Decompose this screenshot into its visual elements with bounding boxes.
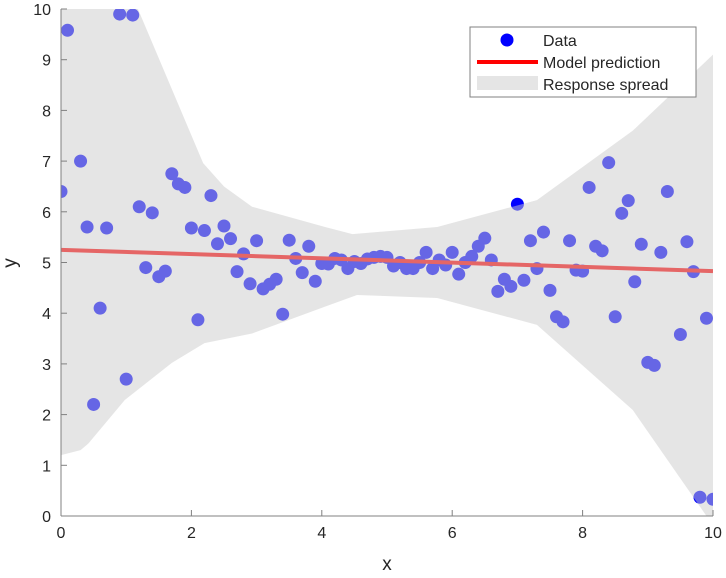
y-tick-label: 9 — [42, 53, 51, 70]
y-tick-label: 10 — [33, 2, 51, 19]
y-tick-label: 3 — [42, 357, 51, 374]
x-tick-label: 0 — [57, 525, 66, 542]
y-tick-label: 1 — [42, 458, 51, 475]
x-tick-label: 4 — [317, 525, 326, 542]
plot-area — [61, 9, 713, 516]
axes: 0 2 4 6 8 10 0 1 2 3 4 5 6 7 8 9 10 — [33, 2, 722, 542]
legend-entry-spread: Response spread — [543, 77, 668, 94]
x-tick-label: 8 — [578, 525, 587, 542]
y-axis-label: y — [0, 258, 21, 268]
y-tick-label: 5 — [42, 256, 51, 273]
y-tick-label: 6 — [42, 205, 51, 222]
legend: Data Model prediction Response spread — [469, 26, 697, 98]
y-tick-label: 0 — [42, 509, 51, 526]
legend-entry-data: Data — [543, 33, 577, 50]
response-spread-band — [61, 9, 713, 516]
legend-data-marker — [500, 33, 514, 47]
y-tick-label: 2 — [42, 408, 51, 425]
legend-spread-swatch — [477, 76, 538, 90]
x-tick-label: 2 — [187, 525, 196, 542]
y-tick-label: 7 — [42, 154, 51, 171]
legend-entry-model: Model prediction — [543, 55, 660, 72]
x-axis-label: x — [382, 554, 392, 573]
y-tick-label: 8 — [42, 103, 51, 120]
x-tick-label: 10 — [704, 525, 722, 542]
x-tick-label: 6 — [448, 525, 457, 542]
y-tick-label: 4 — [42, 306, 51, 323]
